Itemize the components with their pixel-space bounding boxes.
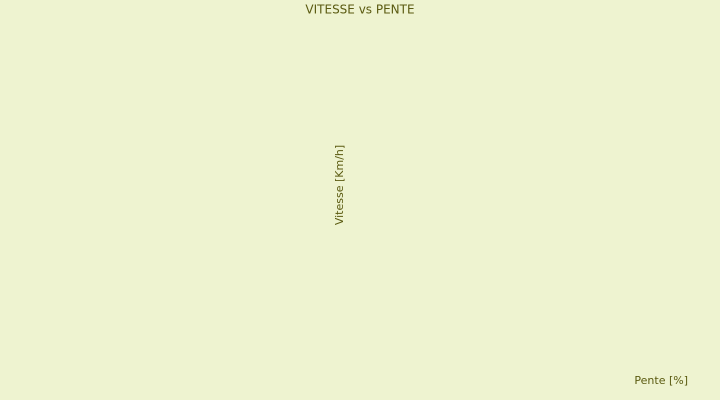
y-axis-title: Vitesse [Km/h] xyxy=(333,145,346,225)
x-axis-title: Pente [%] xyxy=(634,374,688,387)
chart-title: VITESSE vs PENTE xyxy=(305,3,414,17)
